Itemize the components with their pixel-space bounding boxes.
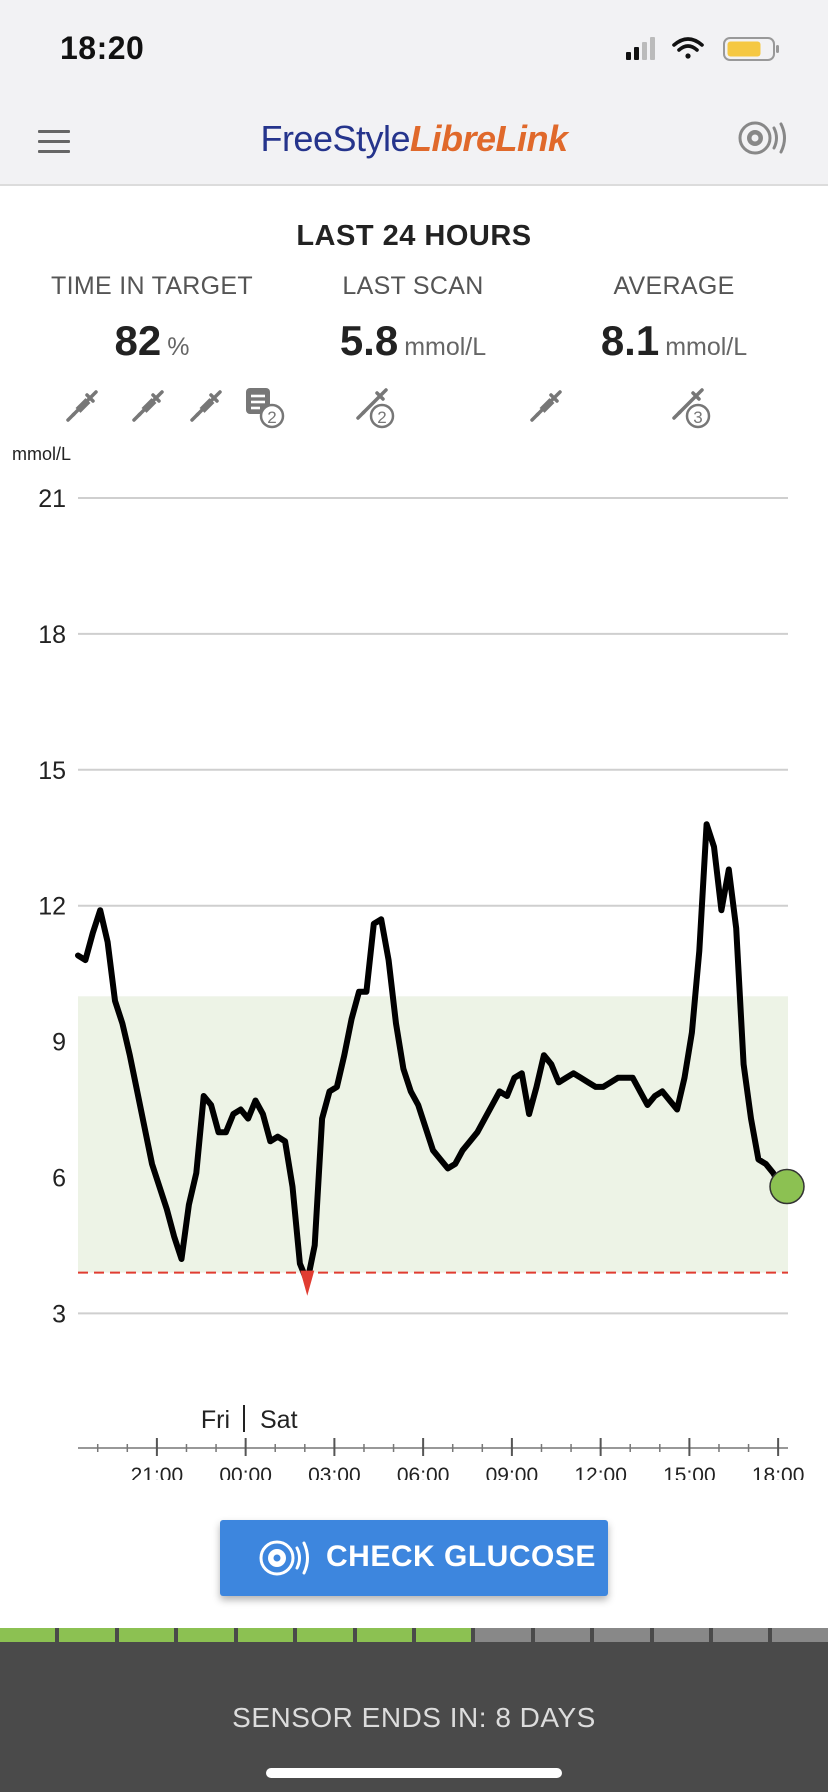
menu-icon[interactable]: [38, 130, 70, 156]
glucose-chart: 21 18 15 12 9 6 3 21:00 00:00 03:00 06:00 09:00 12:…: [38, 485, 805, 1480]
home-indicator: [266, 1768, 562, 1778]
check-glucose-button[interactable]: CHECK GLUCOSE: [220, 1520, 608, 1596]
x-tick-label: 18:00: [752, 1464, 805, 1480]
sensor-progress-segment: [297, 1628, 353, 1642]
day-label-left: Fri: [201, 1406, 230, 1434]
x-tick-label: 09:00: [486, 1464, 539, 1480]
y-tick-label: 6: [52, 1165, 66, 1193]
sensor-footer: SENSOR ENDS IN: 8 DAYS: [0, 1642, 828, 1792]
note-icon[interactable]: 2: [244, 386, 290, 437]
brand-logo: FreeStyleLibreLink: [0, 118, 828, 160]
status-time: 18:20: [60, 30, 145, 66]
y-tick-label: 9: [52, 1029, 66, 1057]
stat-value: 8.1: [600, 317, 660, 364]
pen-group-count: 3: [693, 408, 702, 427]
low-excursion-marker: [300, 1270, 315, 1296]
sensor-progress-segment: [653, 1628, 710, 1642]
y-tick-label: 3: [52, 1300, 66, 1328]
sensor-progress-segment: [534, 1628, 591, 1642]
brand-part1: FreeStyle: [260, 118, 411, 159]
target-range-band: [78, 996, 788, 1273]
insulin-pen-group-icon[interactable]: 2: [354, 386, 400, 437]
stat-label: TIME IN TARGET: [51, 272, 253, 300]
stat-value-row: 82%: [22, 317, 282, 365]
sensor-scan-icon[interactable]: [738, 118, 788, 163]
sensor-progress-segment: [178, 1628, 234, 1642]
sensor-progress-segment: [356, 1628, 412, 1642]
note-count: 2: [267, 408, 276, 427]
battery-icon: [723, 37, 779, 61]
stat-value: 5.8: [339, 317, 399, 364]
sensor-progress-segment: [237, 1628, 294, 1642]
status-bar: 18:20: [0, 0, 828, 100]
sensor-progress-segment: [0, 1628, 56, 1642]
stat-unit: mmol/L: [404, 333, 487, 361]
x-tick-label: 03:00: [308, 1464, 361, 1480]
sensor-progress-segment: [415, 1628, 472, 1642]
brand-part2: LibreLink: [410, 118, 568, 159]
sensor-progress-segment: [475, 1628, 531, 1642]
stat-last-scan: LAST SCAN 5.8 mmol/L: [283, 272, 543, 365]
current-glucose-point: [769, 1168, 805, 1205]
insulin-pen-icon[interactable]: [186, 386, 226, 431]
stat-unit: mmol/L: [665, 333, 748, 361]
wifi-icon: [672, 37, 704, 59]
sensor-ends-label: SENSOR ENDS IN: 8 DAYS: [232, 1702, 596, 1733]
section-title: LAST 24 HOURS: [296, 220, 532, 252]
x-tick-label: 21:00: [131, 1464, 184, 1480]
stat-average: AVERAGE 8.1 mmol/L: [544, 272, 804, 365]
insulin-pen-icon[interactable]: [128, 386, 168, 431]
stat-unit: %: [167, 333, 190, 361]
sensor-progress-segment: [594, 1628, 650, 1642]
insulin-pen-group-icon[interactable]: 3: [670, 386, 716, 437]
sensor-progress-segment: [59, 1628, 115, 1642]
y-tick-label: 21: [38, 485, 66, 513]
sensor-progress-bar: [0, 1628, 828, 1642]
sensor-progress-segment: [772, 1628, 828, 1642]
y-tick-label: 15: [38, 757, 66, 785]
y-tick-label: 12: [38, 893, 66, 921]
sensor-scan-icon: [259, 1540, 309, 1576]
stat-label: LAST SCAN: [342, 272, 484, 300]
signal-icon: [626, 37, 655, 60]
x-tick-label: 06:00: [397, 1464, 450, 1480]
sensor-progress-segment: [713, 1628, 769, 1642]
stat-value: 82: [114, 317, 162, 364]
x-tick-label: 12:00: [574, 1464, 627, 1480]
app-header: FreeStyleLibreLink: [0, 100, 828, 186]
glucose-series-line: [75, 821, 787, 1285]
y-axis-unit: mmol/L: [12, 444, 72, 464]
stat-time-in-target: TIME IN TARGET 82%: [22, 272, 282, 365]
insulin-pen-icon[interactable]: [526, 386, 566, 431]
y-tick-label: 18: [38, 621, 66, 649]
pen-group-count: 2: [377, 408, 386, 427]
insulin-pen-icon[interactable]: [62, 386, 102, 431]
day-label-right: Sat: [260, 1406, 298, 1434]
stat-value-row: 5.8 mmol/L: [283, 317, 543, 365]
sensor-progress-segment: [118, 1628, 175, 1642]
x-tick-label: 15:00: [663, 1464, 716, 1480]
status-icons: [626, 34, 792, 64]
check-glucose-label: CHECK GLUCOSE: [326, 1540, 596, 1573]
x-tick-label: 00:00: [219, 1464, 272, 1480]
stat-value-row: 8.1 mmol/L: [544, 317, 804, 365]
stat-label: AVERAGE: [613, 272, 735, 300]
